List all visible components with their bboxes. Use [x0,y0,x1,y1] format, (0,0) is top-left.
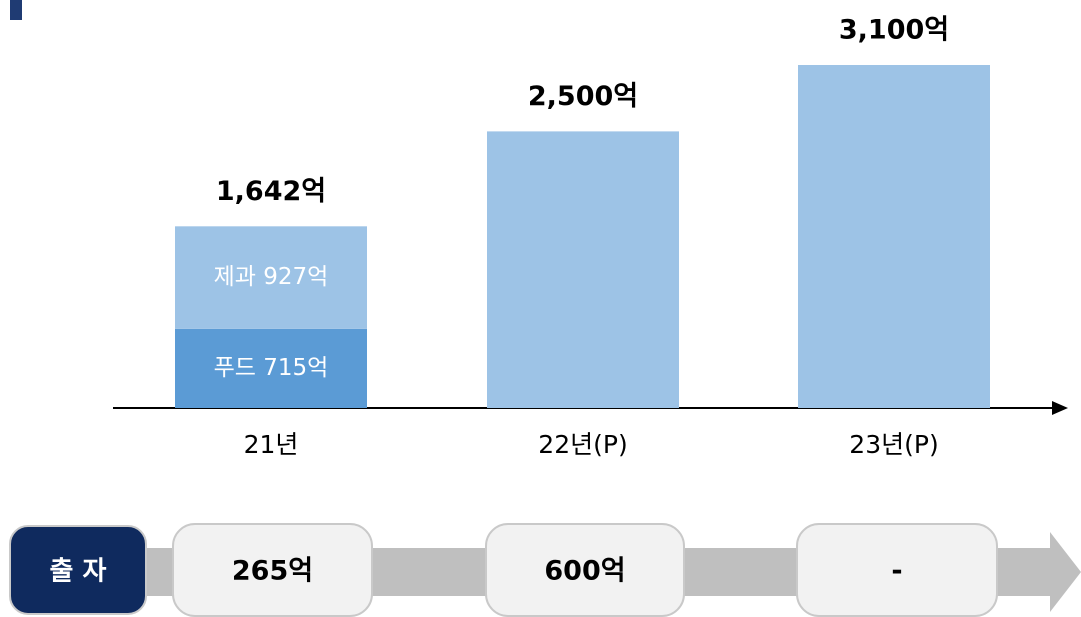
investment-value: 265억 [232,556,313,587]
investment-value: 600억 [544,556,625,587]
title-marker [10,0,22,20]
investment-label-box [9,525,147,615]
x-tick-label: 21년 [244,430,299,459]
bar-segment [487,131,679,409]
bar-segment [798,65,990,408]
investment-box [172,523,373,617]
segment-label: 제과 927억 [214,264,329,290]
total-label: 3,100억 [839,15,949,46]
investment-label: 출 자 [50,557,107,587]
investment-value: - [891,556,902,587]
timeline-arrow [1050,532,1081,612]
bar-segment [175,328,367,408]
x-axis-arrow [1052,401,1068,415]
bar-segment [175,226,367,329]
investment-box [796,523,998,617]
segment-label: 푸드 715억 [214,355,329,381]
x-tick-label: 22년(P) [538,430,627,459]
investment-box [485,523,685,617]
x-tick-label: 23년(P) [849,430,938,459]
total-label: 2,500억 [528,81,638,112]
total-label: 1,642억 [216,176,326,207]
